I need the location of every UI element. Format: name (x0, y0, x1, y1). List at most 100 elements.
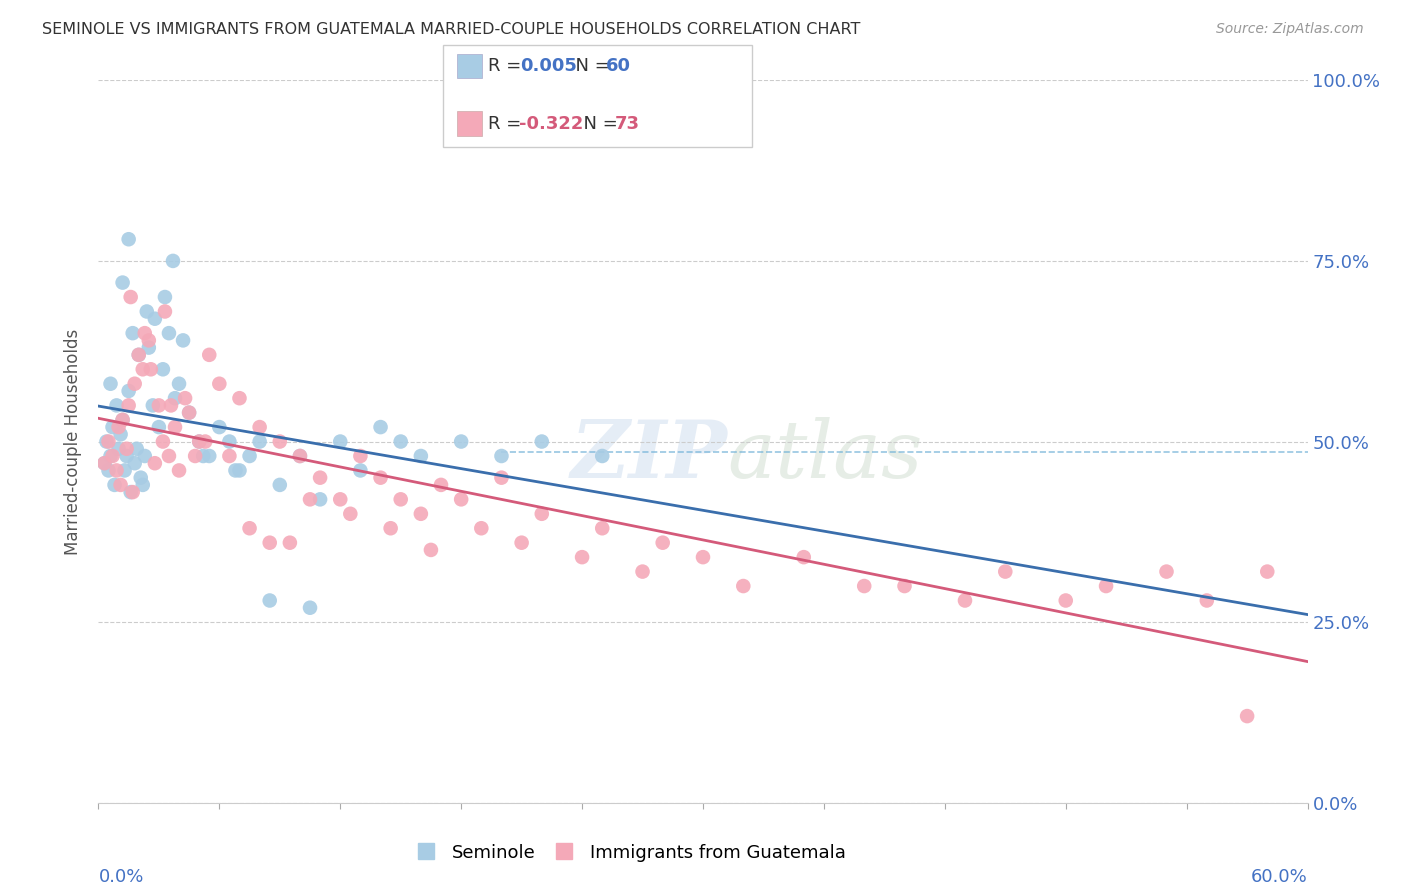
Point (142, 398, 165, 412)
Point (111, 276, 134, 290)
Point (530, 434, 553, 449)
Point (389, 492, 412, 507)
Point (107, 420, 129, 434)
Point (218, 449, 240, 463)
Point (491, 471, 513, 485)
Point (153, 290, 176, 304)
Text: -0.322: -0.322 (519, 115, 583, 133)
Point (132, 362, 155, 376)
Point (100, 449, 122, 463)
Point (491, 449, 513, 463)
Point (129, 471, 152, 485)
Point (172, 334, 194, 348)
Point (162, 253, 184, 268)
Point (120, 290, 142, 304)
Point (953, 593, 976, 607)
Point (329, 492, 352, 507)
Point (160, 398, 183, 412)
Text: 73: 73 (614, 115, 640, 133)
Point (138, 334, 160, 348)
Text: ZIP: ZIP (571, 417, 727, 495)
Point (110, 478, 132, 492)
Point (309, 492, 332, 507)
Point (228, 391, 250, 405)
Point (793, 550, 815, 565)
Point (249, 420, 271, 434)
Point (107, 442, 129, 456)
Point (631, 565, 654, 579)
Text: 0.005: 0.005 (520, 57, 576, 75)
Point (139, 362, 162, 376)
Point (733, 579, 755, 593)
Point (269, 478, 291, 492)
Text: R =: R = (488, 57, 533, 75)
Point (120, 485, 142, 500)
Point (208, 376, 231, 391)
Point (115, 442, 138, 456)
Point (111, 413, 134, 427)
Point (132, 478, 155, 492)
Point (100, 376, 122, 391)
Point (97, 434, 120, 449)
Point (179, 406, 201, 420)
Point (1256, 565, 1278, 579)
Point (288, 449, 311, 463)
Point (121, 326, 143, 341)
Point (450, 492, 472, 507)
Point (125, 442, 148, 456)
Point (103, 478, 125, 492)
Text: SEMINOLE VS IMMIGRANTS FROM GUATEMALA MARRIED-COUPLE HOUSEHOLDS CORRELATION CHAR: SEMINOLE VS IMMIGRANTS FROM GUATEMALA MA… (42, 22, 860, 37)
Point (114, 463, 136, 477)
Point (128, 348, 150, 362)
Point (450, 434, 472, 449)
Point (349, 449, 371, 463)
Point (128, 348, 150, 362)
Point (1236, 709, 1258, 723)
Point (143, 311, 166, 326)
Point (163, 420, 186, 434)
Point (224, 463, 246, 477)
Point (380, 521, 402, 535)
Point (591, 449, 613, 463)
Text: Source: ZipAtlas.com: Source: ZipAtlas.com (1216, 22, 1364, 37)
Point (194, 434, 217, 449)
Point (152, 362, 174, 376)
Point (299, 492, 322, 507)
Text: 0.0%: 0.0% (98, 868, 143, 886)
Text: 60.0%: 60.0% (1251, 868, 1308, 886)
Y-axis label: Married-couple Households: Married-couple Households (65, 328, 83, 555)
Point (105, 398, 128, 412)
Text: R =: R = (488, 115, 527, 133)
Text: N =: N = (572, 115, 624, 133)
Point (239, 521, 262, 535)
Point (174, 391, 197, 405)
Point (853, 579, 876, 593)
Point (409, 449, 432, 463)
Point (157, 326, 180, 341)
Point (152, 434, 174, 449)
Point (148, 420, 170, 434)
Point (167, 376, 190, 391)
Point (309, 471, 332, 485)
Point (148, 398, 170, 412)
Point (349, 463, 371, 477)
Point (134, 449, 156, 463)
Point (111, 413, 134, 427)
Point (470, 521, 492, 535)
Point (259, 593, 281, 607)
Point (259, 535, 281, 549)
Point (188, 434, 211, 449)
Point (163, 391, 186, 405)
Point (118, 384, 141, 398)
Text: 60: 60 (606, 57, 631, 75)
Point (101, 420, 124, 434)
Point (143, 456, 166, 470)
Point (124, 376, 146, 391)
Point (134, 326, 156, 341)
Point (97, 463, 120, 477)
Point (184, 449, 207, 463)
Point (239, 449, 262, 463)
Point (591, 521, 613, 535)
Point (994, 565, 1017, 579)
Point (135, 304, 157, 318)
